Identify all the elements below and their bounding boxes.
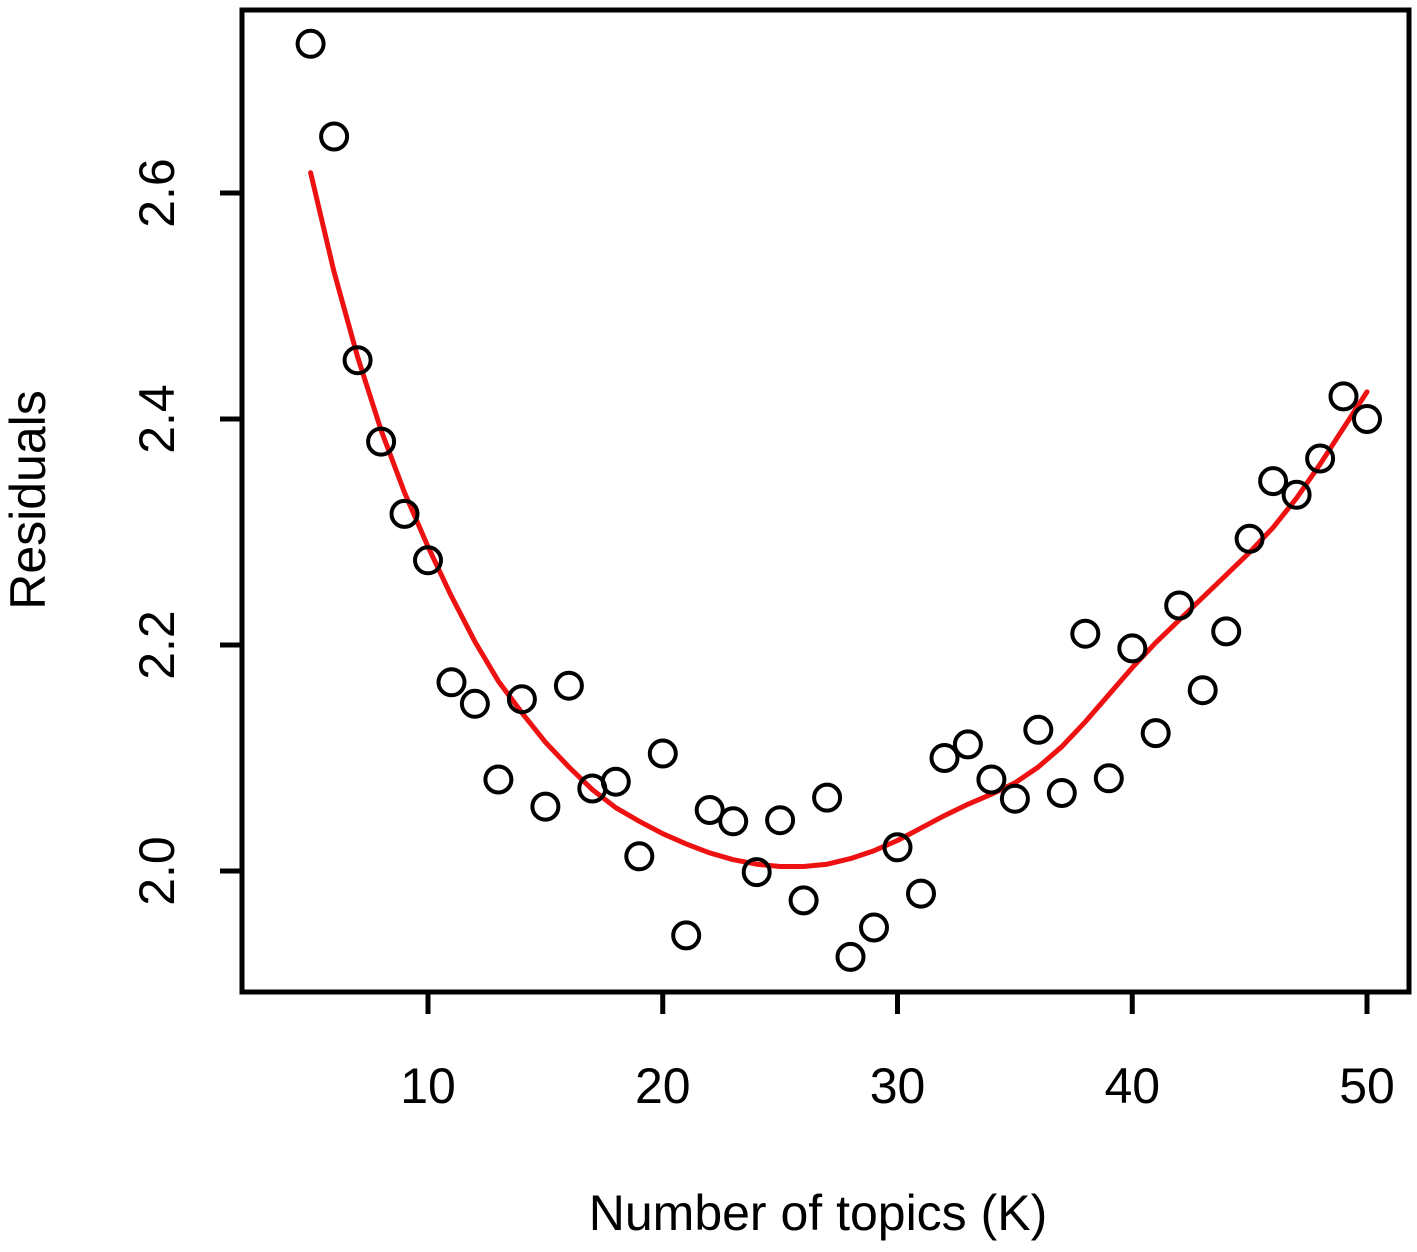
fitted-curve — [308, 170, 1370, 869]
data-point — [413, 545, 443, 576]
data-point — [882, 832, 913, 863]
data-point — [506, 684, 537, 715]
data-point — [694, 795, 725, 825]
x-tick-label: 10 — [400, 1058, 456, 1114]
data-point — [1328, 381, 1359, 412]
x-tick-label: 50 — [1339, 1058, 1395, 1114]
y-axis-label: Residuals — [0, 390, 56, 610]
data-point — [530, 791, 561, 822]
data-point — [906, 878, 936, 909]
data-point — [1281, 479, 1312, 510]
data-point — [600, 766, 631, 797]
data-point — [671, 920, 702, 951]
data-point — [1352, 404, 1382, 434]
data-point — [1234, 523, 1265, 554]
x-axis-ticks: 10 20 30 40 50 — [400, 992, 1395, 1114]
x-tick-label: 40 — [1104, 1058, 1160, 1114]
data-points-group — [295, 28, 1382, 972]
data-point — [342, 345, 373, 376]
data-point — [1258, 466, 1289, 497]
data-point — [718, 806, 749, 837]
data-point — [929, 743, 960, 773]
data-point — [436, 667, 467, 698]
data-point — [647, 738, 678, 769]
data-point — [1164, 590, 1195, 621]
data-point — [389, 498, 420, 529]
y-axis-ticks: 2.0 2.2 2.4 2.6 — [129, 158, 242, 906]
data-point — [295, 28, 326, 59]
fitted-curve-group — [308, 170, 1370, 869]
y-tick-label: 2.4 — [129, 384, 185, 454]
data-point — [976, 764, 1007, 795]
data-point — [1070, 618, 1101, 649]
data-point — [483, 764, 514, 795]
data-point — [1093, 763, 1124, 794]
x-axis-label: Number of topics (K) — [589, 1185, 1047, 1241]
data-point — [741, 857, 772, 888]
data-point — [366, 426, 397, 457]
data-point — [459, 688, 490, 719]
data-point — [765, 805, 796, 836]
data-point — [835, 941, 866, 972]
data-point — [1187, 675, 1218, 706]
y-tick-label: 2.2 — [129, 610, 185, 680]
x-tick-label: 30 — [870, 1058, 926, 1114]
data-point — [1117, 633, 1148, 664]
y-tick-label: 2.6 — [129, 158, 185, 228]
data-point — [1305, 443, 1336, 474]
data-point — [952, 729, 983, 760]
data-point — [319, 121, 350, 152]
data-point — [812, 782, 843, 813]
data-point — [1140, 718, 1171, 749]
y-tick-label: 2.0 — [129, 836, 185, 906]
x-tick-label: 20 — [635, 1058, 691, 1114]
data-point — [553, 670, 584, 701]
data-point — [999, 783, 1030, 814]
data-point — [1211, 616, 1242, 647]
plot-area-border — [239, 7, 1412, 995]
data-point — [788, 885, 819, 916]
data-point — [1023, 714, 1054, 745]
data-point — [859, 912, 889, 943]
data-point — [1046, 778, 1077, 808]
data-point — [624, 841, 655, 872]
